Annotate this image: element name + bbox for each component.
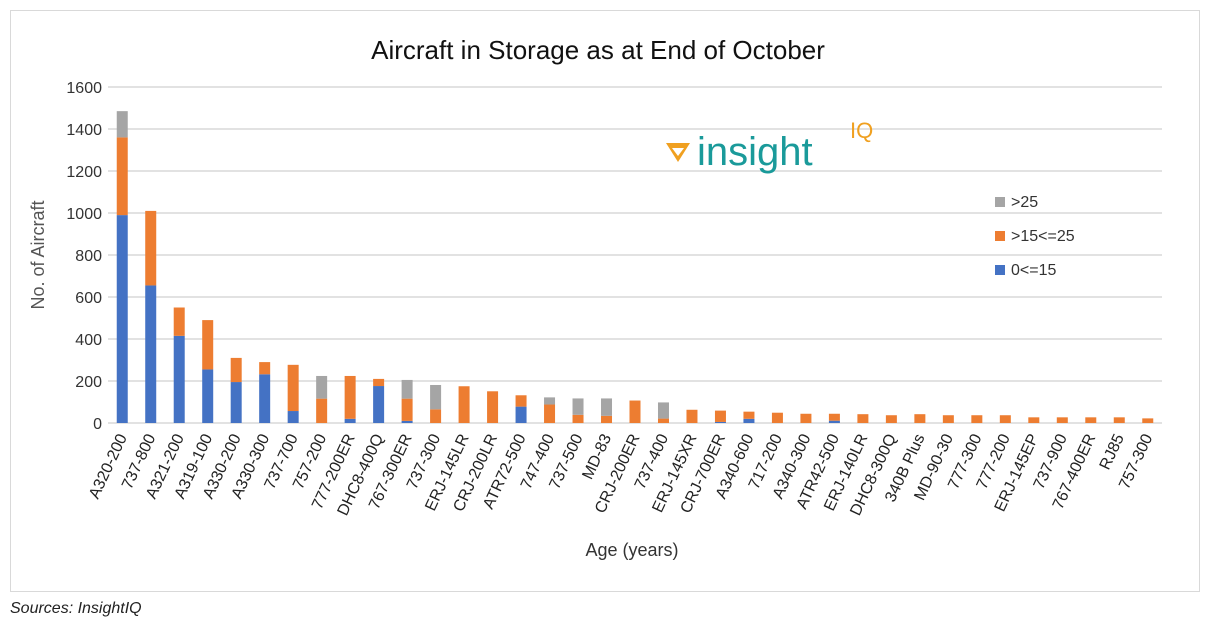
- y-tick-label: 600: [75, 290, 102, 307]
- bar-segment: [401, 420, 413, 423]
- y-tick-label: 1600: [66, 80, 102, 97]
- bar-segment: [202, 369, 214, 423]
- bar-segment: [316, 375, 328, 399]
- bar-segment: [743, 418, 755, 423]
- bar-segment: [1028, 417, 1040, 423]
- bar-segment: [1085, 417, 1097, 423]
- bar-segment: [999, 415, 1011, 423]
- bar-segment: [971, 415, 983, 423]
- bar-segment: [1056, 417, 1068, 423]
- bar-segment: [145, 285, 157, 423]
- bar-segment: [116, 137, 128, 216]
- legend-swatch: [995, 197, 1005, 207]
- bar-segment: [259, 374, 271, 423]
- bar-segment: [1113, 417, 1125, 423]
- bar-segment: [515, 395, 527, 407]
- bar-segment: [657, 418, 669, 423]
- bar-segment: [316, 398, 328, 423]
- logo-text: insight: [697, 130, 813, 174]
- bar-segment: [344, 418, 356, 423]
- bar-segment: [771, 412, 783, 423]
- bar-segment: [373, 378, 385, 387]
- chart-title: Aircraft in Storage as at End of October: [371, 35, 825, 65]
- bar-segment: [430, 384, 442, 410]
- logo-mark-inner: [672, 148, 684, 156]
- legend-swatch: [995, 231, 1005, 241]
- bar-segment: [430, 409, 442, 423]
- bar-segment: [714, 421, 726, 423]
- legend-label: >25: [1011, 194, 1038, 211]
- sources-note: Sources: InsightIQ: [10, 600, 142, 617]
- bar-segment: [601, 415, 613, 423]
- legend-swatch: [995, 265, 1005, 275]
- bar-segment: [657, 402, 669, 419]
- bar-segment: [743, 411, 755, 419]
- bar-segment: [344, 375, 356, 419]
- bar-segment: [714, 410, 726, 422]
- bar-segment: [1142, 418, 1154, 423]
- y-tick-label: 0: [93, 416, 102, 433]
- bar-segment: [287, 364, 299, 412]
- bar-segment: [800, 413, 812, 423]
- bar-segment: [544, 404, 556, 423]
- bar-segment: [173, 335, 185, 423]
- bar-segment: [401, 379, 413, 399]
- bar-segment: [629, 400, 641, 423]
- y-tick-label: 1400: [66, 122, 102, 139]
- bar-segment: [230, 382, 242, 423]
- bar-segment: [202, 320, 214, 370]
- bar-segment: [116, 111, 128, 138]
- bar-segment: [601, 398, 613, 416]
- bar-segment: [515, 406, 527, 423]
- y-tick-label: 1000: [66, 206, 102, 223]
- logo-superscript: IQ: [850, 118, 873, 143]
- legend-label: >15<=25: [1011, 228, 1075, 245]
- bar-segment: [373, 386, 385, 423]
- chart-frame: [10, 10, 1200, 592]
- bar-segment: [458, 386, 470, 423]
- bar-segment: [287, 411, 299, 423]
- x-tick-label: RJ85: [1097, 431, 1128, 472]
- bar-segment: [544, 397, 556, 405]
- bar-segment: [116, 215, 128, 423]
- x-tick-label: A320-200: [86, 431, 131, 501]
- bar-segment: [828, 420, 840, 423]
- bar-segment: [857, 414, 869, 423]
- bar-segment: [686, 409, 698, 423]
- y-tick-label: 1200: [66, 164, 102, 181]
- bar-segment: [942, 415, 954, 423]
- y-tick-label: 400: [75, 332, 102, 349]
- bar-segment: [572, 398, 584, 415]
- bar-segment: [914, 414, 926, 423]
- bar-segment: [173, 307, 185, 336]
- x-axis-title: Age (years): [585, 540, 678, 560]
- bar-segment: [145, 210, 157, 286]
- y-tick-label: 200: [75, 374, 102, 391]
- legend-label: 0<=15: [1011, 262, 1056, 279]
- y-axis-title: No. of Aircraft: [28, 200, 48, 309]
- bar-segment: [828, 413, 840, 421]
- bar-segment: [401, 398, 413, 421]
- bar-segment: [572, 414, 584, 423]
- bar-segment: [487, 391, 499, 423]
- y-tick-label: 800: [75, 248, 102, 265]
- bar-segment: [885, 415, 897, 423]
- bar-segment: [259, 362, 271, 375]
- bar-segment: [230, 357, 242, 383]
